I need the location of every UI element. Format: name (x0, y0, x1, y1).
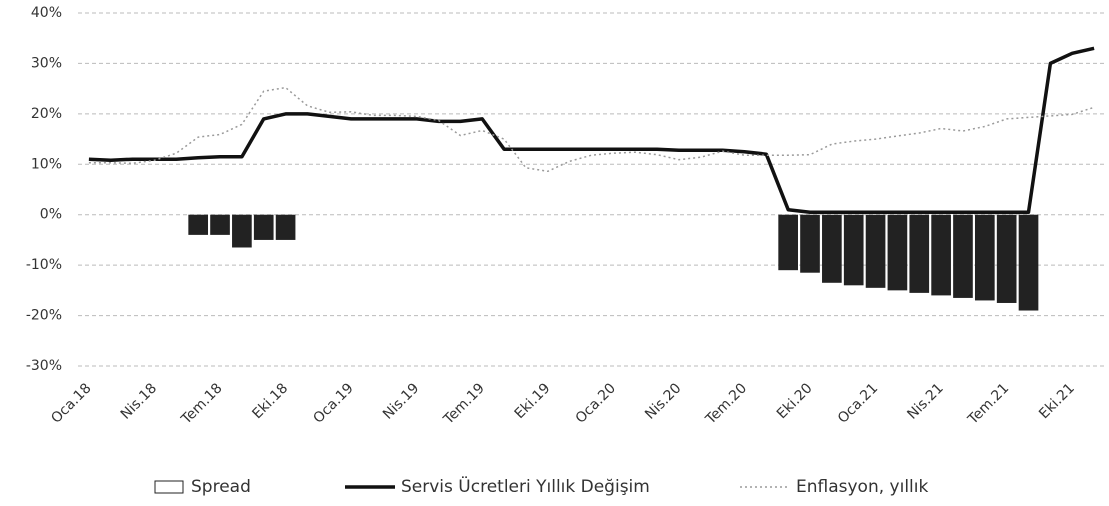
x-tick-label: Eki.21 (1036, 380, 1078, 422)
bar (843, 214, 864, 286)
bar (778, 214, 798, 271)
x-tick-label: Eki.18 (249, 380, 291, 422)
bar (865, 214, 886, 288)
x-tick-label: Nis.19 (380, 380, 422, 422)
line (88, 86, 1095, 173)
x-tick-label: Tem.21 (964, 380, 1012, 428)
line (88, 46, 1095, 214)
legend-label: Enflasyon, yıllık (796, 477, 928, 497)
x-tick-label: Oca.18 (48, 380, 94, 426)
bar (1018, 214, 1039, 311)
x-tick-label: Tem.19 (440, 380, 488, 428)
legend-swatch (154, 480, 184, 494)
y-tick-label: 30% (31, 55, 62, 71)
x-tick-label: Nis.21 (904, 380, 946, 422)
bar (210, 214, 230, 235)
x-tick-label: Nis.18 (118, 380, 160, 422)
y-tick-label: 10% (31, 156, 62, 172)
y-tick-label: 0% (40, 207, 62, 223)
x-tick-label: Oca.19 (310, 380, 356, 426)
y-tick-label: 20% (31, 106, 62, 122)
bar (974, 214, 995, 301)
x-tick-label: Tem.18 (178, 380, 226, 428)
bar (275, 214, 296, 240)
bar (996, 214, 1017, 303)
bar (232, 214, 252, 248)
x-tick-label: Tem.20 (702, 380, 750, 428)
bar (253, 214, 274, 240)
y-tick-label: -30% (26, 358, 62, 374)
legend-label: Spread (191, 477, 251, 497)
x-tick-label: Nis.20 (642, 380, 684, 422)
x-tick-label: Oca.21 (835, 380, 881, 426)
x-tick-label: Eki.19 (512, 380, 554, 422)
bar (931, 214, 951, 296)
bar (953, 214, 973, 298)
x-tick-label: Eki.20 (774, 380, 816, 422)
bar (188, 214, 209, 235)
bar (800, 214, 820, 273)
bar (822, 214, 842, 283)
y-tick-label: 40% (31, 5, 62, 21)
legend-label: Servis Ücretleri Yıllık Değişim (401, 475, 650, 497)
bar (909, 214, 930, 293)
bar (887, 214, 908, 291)
x-tick-label: Oca.20 (573, 380, 619, 426)
y-tick-label: -20% (26, 308, 62, 324)
y-tick-label: -10% (26, 257, 62, 273)
